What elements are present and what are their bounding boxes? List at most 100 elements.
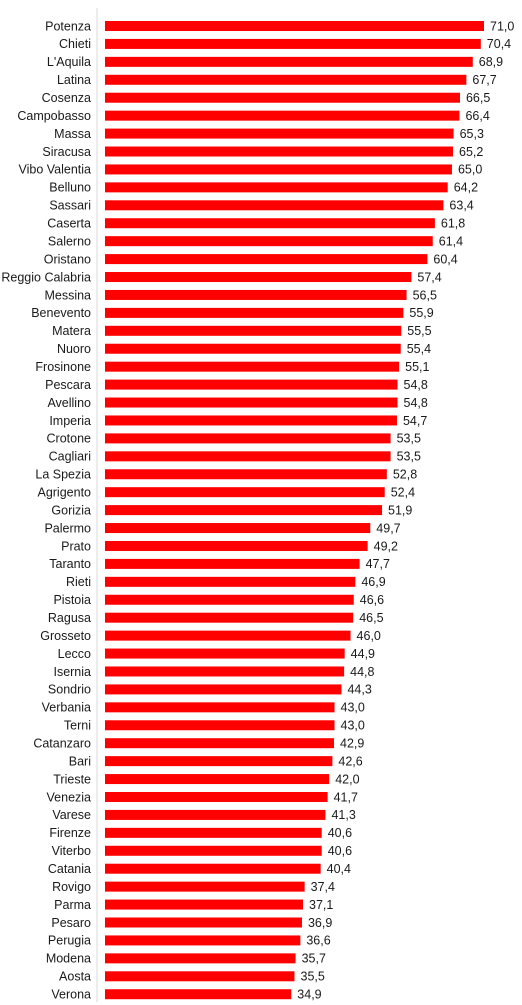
category-label: Firenze — [49, 826, 91, 840]
bar — [105, 558, 360, 569]
bar — [105, 289, 407, 300]
bar — [105, 576, 356, 587]
value-label: 71,0 — [490, 19, 514, 33]
bar — [105, 666, 345, 677]
value-label: 37,1 — [309, 898, 333, 912]
bar — [105, 164, 452, 175]
category-label: Verona — [51, 988, 91, 1002]
bar — [105, 648, 345, 659]
bar — [105, 702, 335, 713]
bar — [105, 774, 330, 785]
category-label: Palermo — [44, 521, 91, 535]
category-label: Pistoia — [53, 593, 91, 607]
category-label: Grosseto — [40, 629, 91, 643]
bar — [105, 971, 295, 982]
category-label: Caserta — [47, 217, 91, 231]
bar — [105, 236, 433, 247]
bar — [105, 935, 301, 946]
value-label: 40,6 — [328, 826, 352, 840]
category-label: Varese — [52, 808, 91, 822]
value-label: 68,9 — [479, 55, 503, 69]
value-label: 40,6 — [328, 844, 352, 858]
category-label: Matera — [52, 324, 91, 338]
bar — [105, 863, 321, 874]
value-label: 41,7 — [334, 790, 358, 804]
category-label: Crotone — [47, 432, 92, 446]
value-label: 41,3 — [331, 808, 355, 822]
bar — [105, 74, 467, 85]
bar — [105, 272, 412, 283]
category-label: Lecco — [58, 647, 91, 661]
value-label: 51,9 — [388, 503, 412, 517]
category-label: Catanzaro — [33, 737, 91, 751]
category-label: La Spezia — [35, 468, 91, 482]
category-label: Siracusa — [42, 145, 91, 159]
bar — [105, 989, 292, 1000]
category-label: Aosta — [59, 970, 91, 984]
category-label: Trieste — [53, 772, 91, 786]
value-label: 66,4 — [465, 109, 489, 123]
bar — [105, 845, 322, 856]
category-label: Ragusa — [48, 611, 91, 625]
bar — [105, 917, 302, 928]
bar — [105, 361, 400, 372]
category-label: Modena — [46, 952, 91, 966]
value-label: 55,5 — [407, 324, 431, 338]
value-label: 46,5 — [359, 611, 383, 625]
category-label: Oristano — [44, 252, 91, 266]
category-label: Viterbo — [52, 844, 91, 858]
category-label: Isernia — [53, 665, 91, 679]
bar — [105, 397, 398, 408]
category-label: Reggio Calabria — [1, 270, 91, 284]
bar — [105, 146, 454, 157]
bar — [105, 307, 404, 318]
value-label: 37,4 — [311, 880, 335, 894]
value-label: 70,4 — [487, 37, 511, 51]
bar — [105, 469, 387, 480]
bar — [105, 415, 397, 426]
value-label: 55,4 — [407, 342, 431, 356]
value-label: 63,4 — [449, 199, 473, 213]
bar — [105, 720, 335, 731]
bar — [105, 379, 398, 390]
value-label: 54,8 — [404, 396, 428, 410]
category-label: Taranto — [49, 557, 91, 571]
category-label: Messina — [44, 288, 91, 302]
category-label: Imperia — [49, 414, 91, 428]
value-label: 55,1 — [405, 360, 429, 374]
value-label: 56,5 — [413, 288, 437, 302]
category-label: Latina — [57, 73, 91, 87]
category-label: Salerno — [48, 234, 91, 248]
bar — [105, 433, 391, 444]
category-label: Potenza — [45, 19, 91, 33]
category-label: Benevento — [31, 306, 91, 320]
bar — [105, 56, 473, 67]
category-label: Chieti — [59, 37, 91, 51]
value-label: 61,8 — [441, 217, 465, 231]
category-label: Rovigo — [52, 880, 91, 894]
value-label: 44,3 — [347, 683, 371, 697]
value-label: 65,2 — [459, 145, 483, 159]
category-label: Bari — [69, 754, 91, 768]
category-label: Sassari — [49, 199, 91, 213]
category-label: Agrigento — [37, 485, 91, 499]
category-label: Nuoro — [57, 342, 91, 356]
value-label: 43,0 — [341, 701, 365, 715]
value-label: 52,4 — [391, 485, 415, 499]
category-label: Pesaro — [51, 916, 91, 930]
value-label: 53,5 — [397, 450, 421, 464]
category-label: Catania — [48, 862, 91, 876]
bar — [105, 523, 371, 534]
value-label: 42,0 — [335, 772, 359, 786]
value-label: 44,8 — [350, 665, 374, 679]
bar — [105, 38, 481, 49]
value-label: 42,9 — [340, 737, 364, 751]
bar — [105, 791, 328, 802]
category-label: L'Aquila — [47, 55, 91, 69]
category-label: Frosinone — [35, 360, 91, 374]
value-label: 40,4 — [327, 862, 351, 876]
value-label: 55,9 — [409, 306, 433, 320]
bar — [105, 899, 304, 910]
category-label: Venezia — [47, 790, 92, 804]
